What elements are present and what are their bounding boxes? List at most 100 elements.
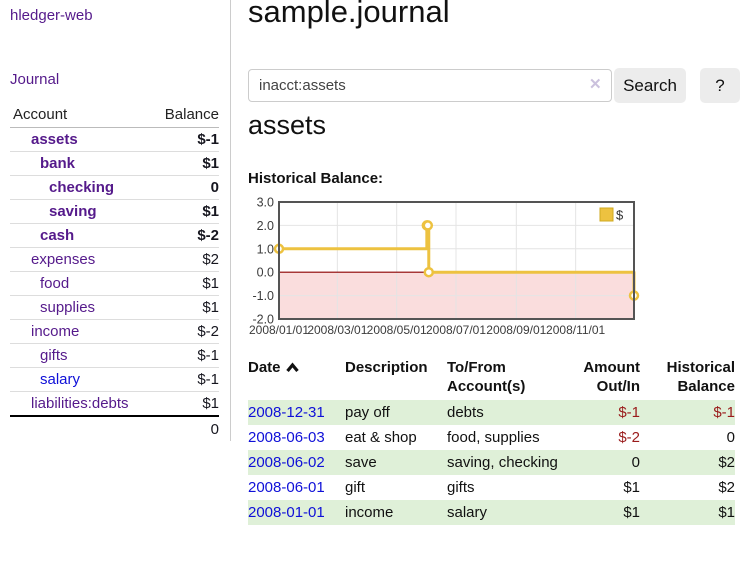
x-axis-label: 2008/03/01 [307, 323, 367, 337]
account-link[interactable]: gifts [40, 347, 68, 364]
account-row: expenses $2 [10, 247, 219, 272]
accounts-table: Account Balance assets $-1 bank $1 checking 0… [10, 102, 219, 441]
account-link[interactable]: expenses [31, 251, 96, 268]
account-row: checking 0 [10, 175, 219, 200]
date-column-header[interactable]: Date [248, 356, 345, 400]
search-button[interactable]: Search [614, 68, 686, 103]
account-balance: $-2 [153, 319, 219, 344]
data-point-marker [422, 220, 434, 231]
account-column-header: Account [10, 102, 154, 128]
app-title-link[interactable]: hledger-web [10, 7, 93, 24]
x-axis-label: 2008/11/01 [546, 323, 605, 337]
chart-title: Historical Balance: [248, 170, 384, 187]
account-link[interactable]: supplies [40, 299, 96, 316]
account-balance: $1 [153, 391, 219, 417]
legend-swatch [599, 207, 614, 222]
transaction-description: eat & shop [345, 429, 417, 446]
search-input[interactable] [248, 69, 612, 102]
transaction-balance: 0 [726, 429, 735, 446]
transaction-balance: $1 [718, 504, 735, 521]
clear-search-icon[interactable]: ✕ [589, 76, 602, 93]
account-balance: $1 [153, 295, 219, 320]
transaction-date-link[interactable]: 2008-06-03 [248, 429, 325, 446]
account-link[interactable]: liabilities:debts [31, 395, 129, 412]
account-row: assets $-1 [10, 127, 219, 152]
transaction-date-link[interactable]: 2008-01-01 [248, 504, 325, 521]
account-link[interactable]: salary [40, 371, 81, 388]
transaction-description: pay off [345, 404, 390, 421]
transaction-accounts: food, supplies [447, 429, 540, 446]
transaction-row: 2008-12-31 pay off debts $-1 $-1 [248, 400, 735, 425]
account-link[interactable]: checking [49, 179, 115, 196]
transaction-row: 2008-06-02 save saving, checking 0 $2 [248, 450, 735, 475]
x-axis-label: 2008/09/01 [486, 323, 546, 337]
search-bar: ✕ Search ? [248, 68, 742, 103]
description-column-header: Description [345, 359, 428, 376]
transaction-accounts: gifts [447, 479, 475, 496]
transaction-row: 2008-06-03 eat & shop food, supplies $-2 0 [248, 425, 735, 450]
register-table: Date Description To/From Account(s) Amou… [248, 356, 735, 525]
help-button[interactable]: ? [700, 68, 740, 103]
transaction-balance: $2 [718, 479, 735, 496]
register-header-row: Date Description To/From Account(s) Amou… [248, 356, 735, 400]
account-balance: $1 [153, 151, 219, 176]
data-point-marker [423, 266, 435, 278]
y-axis-label: 2.0 [257, 219, 274, 233]
account-balance: $-1 [153, 127, 219, 152]
transaction-accounts: debts [447, 404, 484, 421]
transaction-balance: $-1 [713, 404, 735, 421]
account-balance: $1 [153, 199, 219, 224]
transaction-description: save [345, 454, 377, 471]
account-row: cash $-2 [10, 223, 219, 248]
transaction-accounts: saving, checking [447, 454, 558, 471]
account-balance: $-2 [153, 223, 219, 248]
page-title: sample.journal [248, 0, 450, 29]
transaction-amount: $-2 [618, 429, 640, 446]
transaction-amount: 0 [631, 454, 640, 471]
transaction-description: income [345, 504, 394, 521]
balance-column-header: Balance [153, 102, 219, 128]
account-row: income $-2 [10, 319, 219, 344]
legend-label: $ [616, 208, 624, 223]
x-axis-label: 2008/07/01 [426, 323, 486, 337]
transaction-date-link[interactable]: 2008-12-31 [248, 404, 325, 421]
accounts-total-value: 0 [153, 415, 219, 441]
transaction-row: 2008-06-01 gift gifts $1 $2 [248, 475, 735, 500]
account-row: bank $1 [10, 151, 219, 176]
journal-link[interactable]: Journal [10, 71, 60, 88]
transaction-date-link[interactable]: 2008-06-02 [248, 454, 325, 471]
account-link[interactable]: cash [40, 227, 75, 244]
transaction-date-link[interactable]: 2008-06-01 [248, 479, 325, 496]
account-link[interactable]: food [40, 275, 70, 292]
transaction-amount: $-1 [618, 404, 640, 421]
account-row: saving $1 [10, 199, 219, 224]
transaction-amount: $1 [623, 504, 640, 521]
y-axis-label: 3.0 [257, 196, 274, 210]
account-link[interactable]: bank [40, 155, 76, 172]
account-balance: 0 [153, 175, 219, 200]
transaction-row: 2008-01-01 income salary $1 $1 [248, 500, 735, 525]
account-balance: $-1 [153, 343, 219, 368]
account-title: assets [248, 110, 327, 140]
account-link[interactable]: saving [49, 203, 97, 220]
accounts-total-row: 0 [10, 415, 219, 441]
y-axis-label: 1.0 [257, 242, 274, 256]
account-row: food $1 [10, 271, 219, 296]
account-balance: $2 [153, 247, 219, 272]
accounts-column-header: To/From Account(s) [447, 359, 526, 395]
sidebar: hledger-web Journal Account Balance asse… [0, 0, 231, 441]
account-row: gifts $-1 [10, 343, 219, 368]
accounts-header-row: Account Balance [10, 102, 219, 128]
account-row: liabilities:debts $1 [10, 391, 219, 417]
account-link[interactable]: assets [31, 131, 78, 148]
transaction-amount: $1 [623, 479, 640, 496]
account-link[interactable]: income [31, 323, 80, 340]
transaction-accounts: salary [447, 504, 488, 521]
x-axis-label: 2008/01/01 [249, 323, 309, 337]
y-axis-label: 0.0 [257, 266, 274, 280]
historical-balance-chart: 3.0 2.0 1.0 0.0 -1.0 -2.0 2008/01/01 2008/03/01… [248, 196, 648, 342]
account-row: supplies $1 [10, 295, 219, 320]
account-balance: $1 [153, 271, 219, 296]
y-axis-label: -2.0 [252, 313, 274, 327]
sort-ascending-icon[interactable] [285, 359, 300, 378]
